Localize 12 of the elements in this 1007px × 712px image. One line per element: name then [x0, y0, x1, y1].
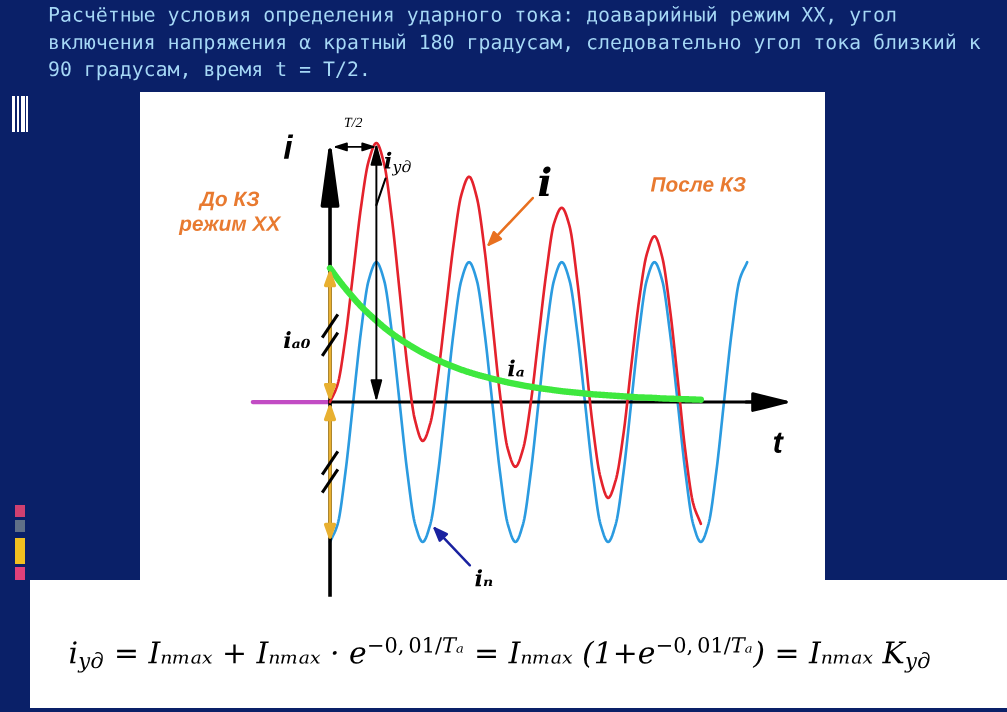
annotation: i$_{уд}$ [384, 151, 411, 176]
series-label: iₙ [475, 569, 493, 587]
text: T/2 [344, 117, 363, 128]
text: i$_{уд}$ = Iₙₘₐₓ + Iₙₘₐₓ · e$^{−0,01/Tₐ}$ = Iₙₘₐₓ (1+e$^{−0,01/Tₐ}$) = Iₙₘₐₓ K$_{уд}$ [70, 636, 930, 673]
x-axis-title: t [773, 432, 784, 453]
chart-title: Расчётные условия определения ударного тока: доаварийный режим ХХ, угол включения напряжения α кратный 180 градусам, следовательно угол тока близкий к 90 градусам, время t = T/2. [49, 6, 981, 81]
annotation: iₐ₀ [284, 331, 310, 349]
annotation: До КЗ режим ХХ [178, 191, 282, 236]
series-label: iₐ [508, 359, 524, 377]
annotation: После КЗ [650, 177, 746, 192]
y-axis-title: i [283, 134, 294, 159]
series-label: i [538, 166, 551, 196]
